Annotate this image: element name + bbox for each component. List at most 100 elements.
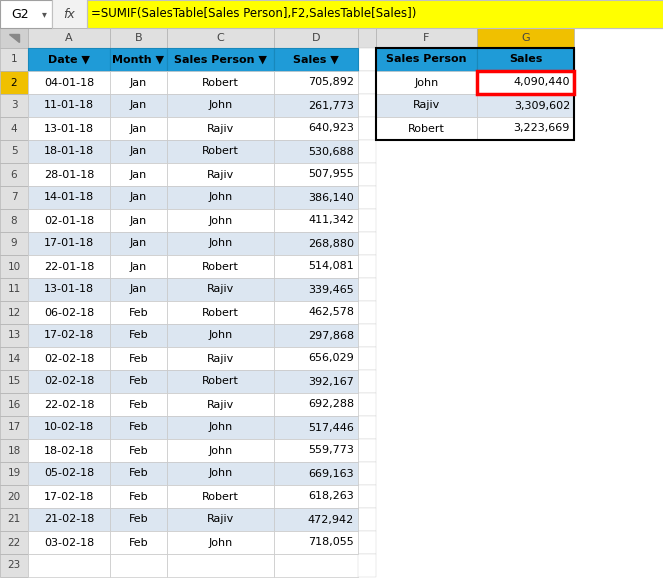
Bar	[0, 324, 28, 347]
Bar	[358, 301, 376, 324]
Bar	[376, 28, 477, 48]
Text: John: John	[208, 216, 233, 225]
Text: Rajiv: Rajiv	[207, 169, 234, 180]
Bar	[0, 347, 28, 370]
Text: Feb: Feb	[129, 469, 149, 479]
Bar	[110, 347, 167, 370]
Bar	[274, 439, 358, 462]
Text: 02-01-18: 02-01-18	[44, 216, 94, 225]
Bar	[0, 209, 28, 232]
Bar	[167, 347, 274, 370]
Bar	[0, 140, 28, 163]
Text: 392,167: 392,167	[308, 376, 354, 387]
Bar	[358, 255, 376, 278]
Text: 18-02-18: 18-02-18	[44, 446, 94, 455]
Bar	[28, 324, 110, 347]
Text: Jan: Jan	[130, 169, 147, 180]
Bar	[0, 462, 28, 485]
Text: 03-02-18: 03-02-18	[44, 538, 94, 547]
Bar	[0, 301, 28, 324]
Bar	[358, 278, 376, 301]
Text: 06-02-18: 06-02-18	[44, 307, 94, 317]
Bar	[110, 94, 167, 117]
Bar	[477, 48, 574, 71]
Text: 13: 13	[7, 331, 21, 340]
Text: 11-01-18: 11-01-18	[44, 101, 94, 110]
Bar	[274, 255, 358, 278]
Text: Robert: Robert	[202, 491, 239, 502]
Text: 268,880: 268,880	[308, 239, 354, 249]
Text: 261,773: 261,773	[308, 101, 354, 110]
Bar	[0, 94, 28, 117]
Bar	[110, 416, 167, 439]
Bar	[167, 301, 274, 324]
Text: Robert: Robert	[202, 307, 239, 317]
Bar	[167, 117, 274, 140]
Text: Feb: Feb	[129, 331, 149, 340]
Text: 297,868: 297,868	[308, 331, 354, 340]
Bar	[167, 186, 274, 209]
Bar	[0, 531, 28, 554]
Text: John: John	[208, 538, 233, 547]
Text: 20: 20	[7, 491, 21, 502]
Text: Feb: Feb	[129, 538, 149, 547]
Text: 13-01-18: 13-01-18	[44, 124, 94, 134]
Bar	[0, 439, 28, 462]
Text: John: John	[208, 192, 233, 202]
Bar	[28, 28, 110, 48]
Text: 507,955: 507,955	[308, 169, 354, 180]
Bar	[376, 48, 574, 140]
Text: Feb: Feb	[129, 446, 149, 455]
Bar	[274, 48, 358, 71]
Bar	[477, 117, 574, 140]
Text: 559,773: 559,773	[308, 446, 354, 455]
Bar	[110, 278, 167, 301]
Text: 17: 17	[7, 423, 21, 432]
Bar	[28, 209, 110, 232]
Bar	[28, 301, 110, 324]
Text: 22-02-18: 22-02-18	[44, 399, 94, 409]
Bar	[0, 163, 28, 186]
Bar	[358, 163, 376, 186]
Text: 718,055: 718,055	[308, 538, 354, 547]
Bar	[110, 163, 167, 186]
Bar	[110, 508, 167, 531]
Text: G2: G2	[11, 8, 29, 20]
Bar	[274, 71, 358, 94]
Text: =SUMIF(SalesTable[Sales Person],F2,SalesTable[Sales]): =SUMIF(SalesTable[Sales Person],F2,Sales…	[91, 8, 416, 20]
Text: Sales ▼: Sales ▼	[293, 54, 339, 65]
Text: 2: 2	[11, 77, 17, 87]
Bar	[376, 117, 477, 140]
Text: B: B	[135, 33, 143, 43]
Bar	[28, 48, 110, 71]
Bar	[167, 94, 274, 117]
Bar	[167, 48, 274, 71]
Bar	[274, 278, 358, 301]
Text: 618,263: 618,263	[308, 491, 354, 502]
Bar	[167, 370, 274, 393]
Bar	[167, 531, 274, 554]
Text: 411,342: 411,342	[308, 216, 354, 225]
Text: 17-02-18: 17-02-18	[44, 491, 94, 502]
Text: Rajiv: Rajiv	[207, 354, 234, 364]
Text: Jan: Jan	[130, 124, 147, 134]
Bar	[110, 232, 167, 255]
Bar	[0, 0, 663, 28]
Bar	[167, 485, 274, 508]
Text: 705,892: 705,892	[308, 77, 354, 87]
Text: fx: fx	[64, 8, 76, 20]
Bar	[0, 232, 28, 255]
Text: 11: 11	[7, 284, 21, 295]
Text: Feb: Feb	[129, 514, 149, 524]
Text: 02-02-18: 02-02-18	[44, 376, 94, 387]
Bar	[28, 462, 110, 485]
Bar	[167, 232, 274, 255]
Bar	[0, 117, 28, 140]
Text: Feb: Feb	[129, 491, 149, 502]
Bar	[358, 209, 376, 232]
Bar	[0, 48, 28, 71]
Text: 10: 10	[7, 261, 21, 272]
Bar	[274, 508, 358, 531]
Text: Sales Person ▼: Sales Person ▼	[174, 54, 267, 65]
Bar	[110, 255, 167, 278]
